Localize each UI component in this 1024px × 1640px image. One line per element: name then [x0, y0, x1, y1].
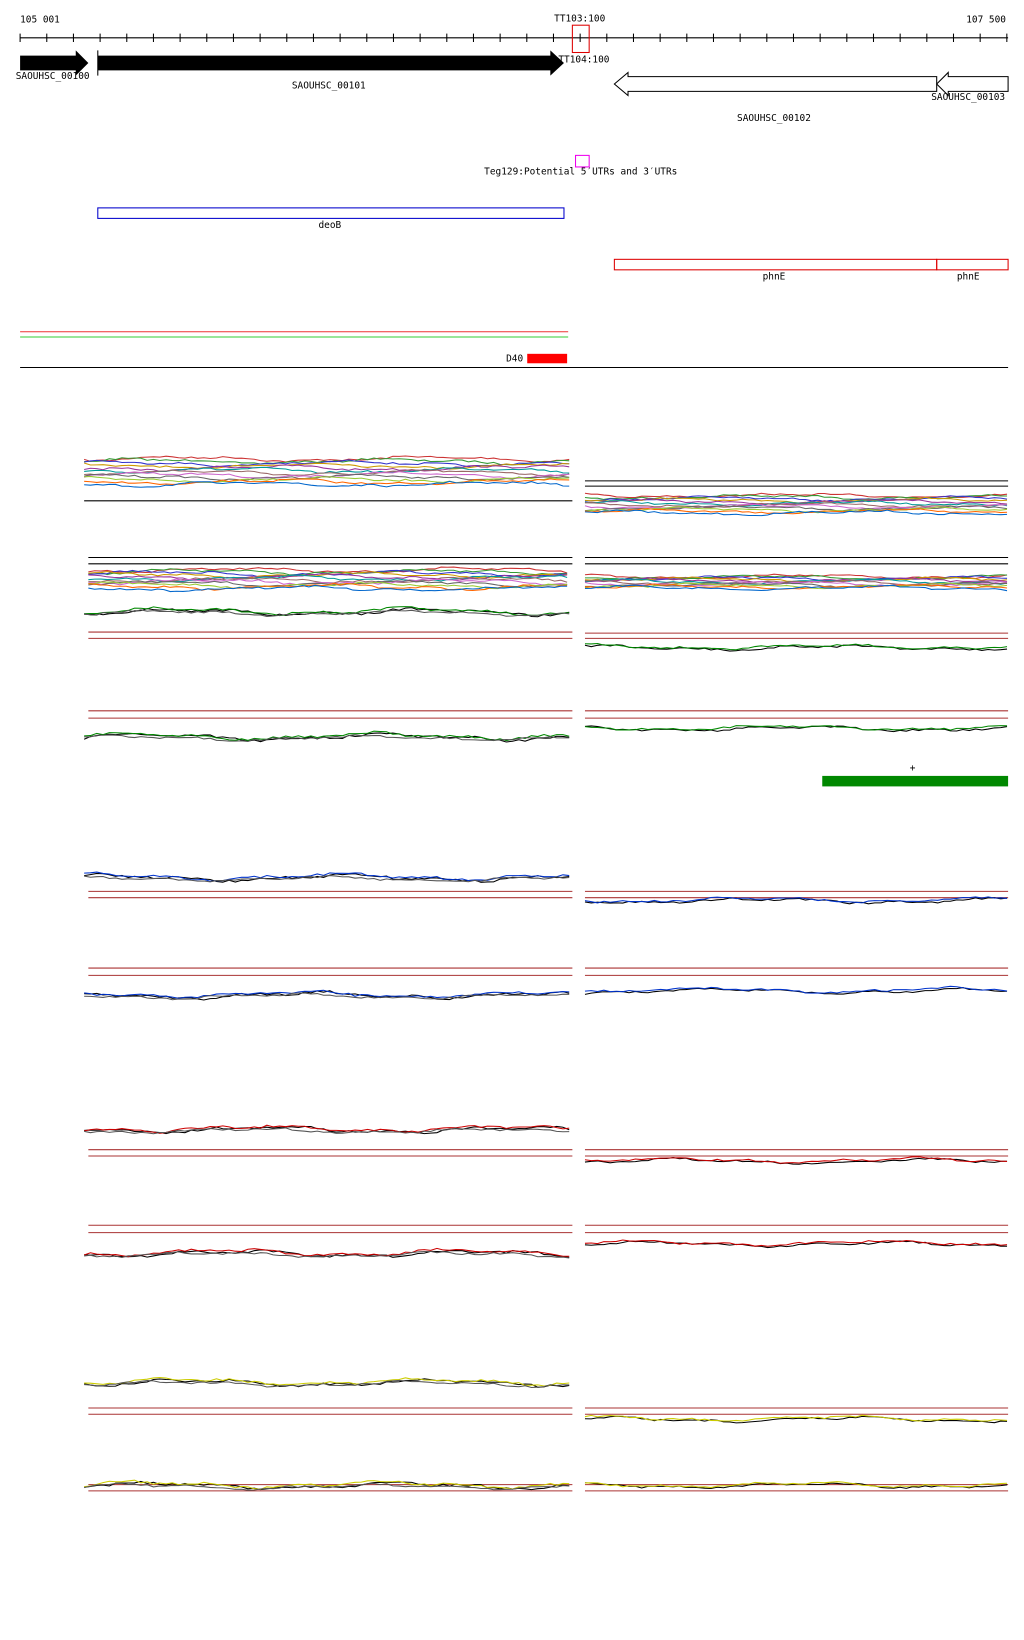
feature-box: [527, 353, 568, 364]
strand-bar: [822, 775, 1009, 787]
gene-label: SAOUHSC_00101: [292, 81, 366, 92]
expression-line: [84, 475, 570, 484]
expression-line: [584, 1481, 1008, 1489]
expression-line: [584, 642, 1008, 651]
expression-line: [83, 1247, 570, 1258]
expression-line: [83, 462, 570, 470]
expression-line: [584, 500, 1008, 507]
utr-label: Teg129:Potential 5′UTRs and 3′UTRs: [484, 167, 677, 178]
operon-box: [613, 258, 938, 271]
gene-label: SAOUHSC_00103: [931, 92, 1005, 103]
expression-line: [84, 469, 570, 477]
expression-line: [84, 606, 570, 617]
gene-label: SAOUHSC_00100: [16, 71, 90, 82]
expression-line: [584, 574, 1008, 581]
utr-box: [574, 154, 590, 168]
operon-box: [97, 207, 565, 219]
expression-line: [88, 582, 568, 592]
expression-line: [584, 725, 1008, 731]
expression-line: [584, 502, 1008, 509]
expression-line: [84, 730, 570, 742]
ruler-end: 107 500: [966, 14, 1006, 25]
expression-line: [584, 573, 1008, 580]
expression-line: [88, 579, 568, 588]
expression-line: [88, 584, 568, 593]
expression-line: [584, 985, 1008, 994]
ruler-start: 105 001: [20, 14, 60, 25]
expression-tracks: [83, 455, 1009, 1492]
expression-line: [84, 875, 570, 883]
expression-line: [584, 492, 1008, 499]
expression-line: [84, 1378, 570, 1388]
expression-line: [584, 896, 1008, 904]
expression-line: [584, 509, 1008, 517]
gene-arrow: [20, 50, 89, 76]
expression-line: [88, 578, 568, 586]
expression-line: [83, 455, 570, 463]
expression-line: [584, 507, 1008, 515]
ruler-ticks: [19, 33, 1008, 42]
expression-line: [584, 1240, 1008, 1249]
expression-line: [84, 734, 570, 742]
expression-line: [584, 644, 1008, 652]
marker-label: TT104:100: [558, 54, 609, 65]
expression-line: [84, 1376, 570, 1387]
operon-label: phnE: [957, 272, 980, 283]
expression-line: [84, 871, 570, 882]
expression-line: [84, 1482, 570, 1491]
strand-label: +: [910, 763, 916, 774]
expression-line: [584, 584, 1008, 592]
expression-line: [84, 1479, 570, 1490]
expression-line: [84, 1250, 570, 1259]
expression-line: [84, 992, 570, 1001]
operon-label: phnE: [763, 272, 786, 283]
expression-line: [584, 897, 1008, 905]
expression-line: [584, 1239, 1008, 1247]
gene-arrow: [935, 71, 1009, 97]
operon-label: deoB: [318, 220, 341, 231]
expression-line: [88, 568, 568, 576]
gene-arrow: [613, 71, 938, 97]
expression-line: [584, 1156, 1008, 1164]
marker-label: TT103:100: [554, 13, 605, 24]
expression-line: [584, 583, 1008, 590]
expression-line: [584, 1414, 1008, 1422]
expression-line: [88, 573, 568, 581]
gene-label: SAOUHSC_00102: [737, 113, 811, 124]
expression-line: [84, 480, 570, 488]
expression-line: [84, 989, 570, 999]
expression-line: [84, 478, 570, 486]
terminator-box: [571, 24, 590, 54]
feature-label: D40: [506, 354, 523, 365]
expression-line: [84, 1127, 570, 1135]
operon-box: [936, 258, 1009, 271]
expression-line: [84, 1379, 570, 1389]
expression-line: [584, 582, 1008, 590]
gene-arrow: [97, 50, 564, 76]
expression-line: [84, 609, 570, 617]
